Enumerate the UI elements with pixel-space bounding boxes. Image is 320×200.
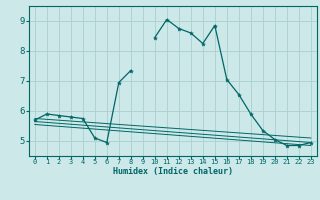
- X-axis label: Humidex (Indice chaleur): Humidex (Indice chaleur): [113, 167, 233, 176]
